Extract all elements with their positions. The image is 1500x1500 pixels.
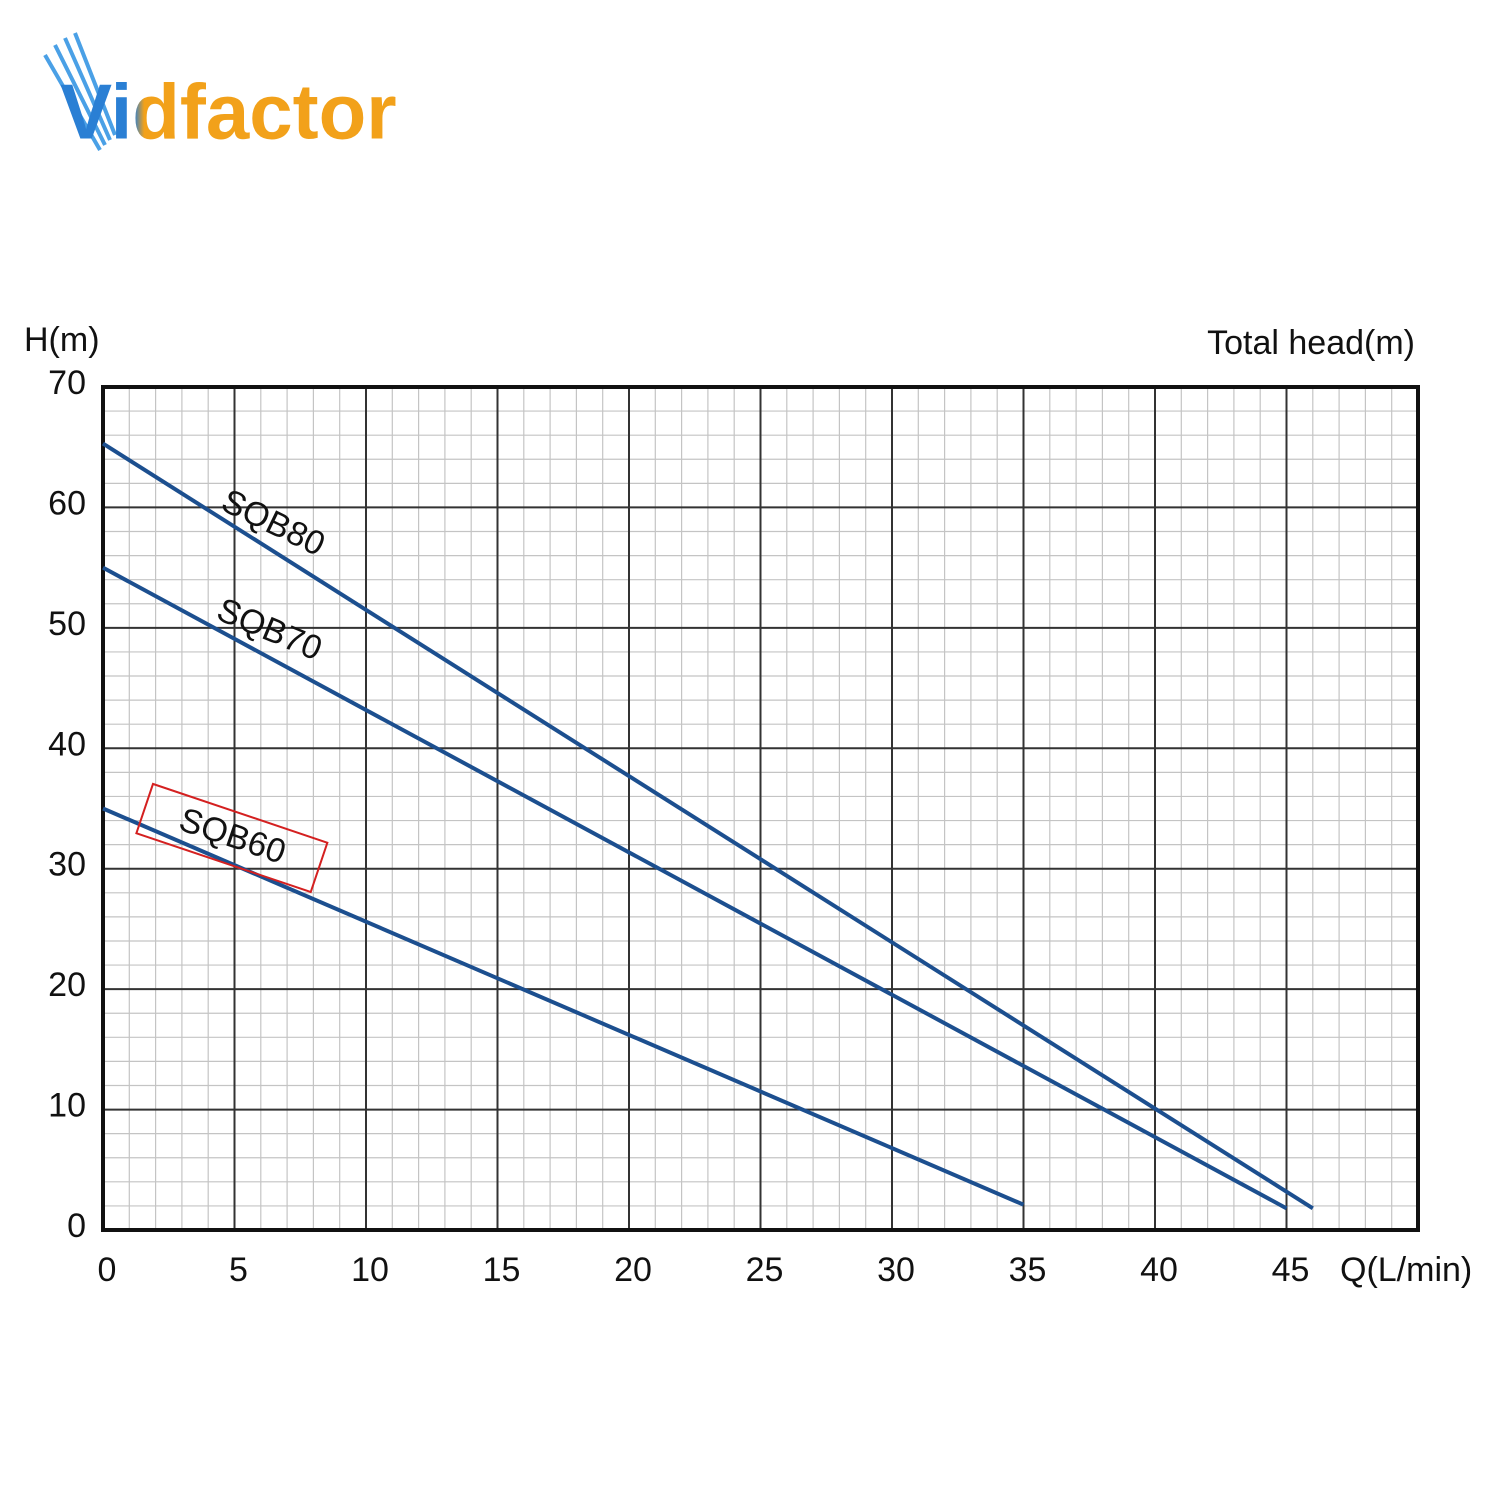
- y-tick-label: 30: [48, 846, 86, 884]
- x-tick-label: 5: [229, 1251, 248, 1289]
- x-tick-label: 40: [1140, 1251, 1178, 1289]
- y-tick-label: 60: [48, 484, 86, 522]
- x-tick-label: 45: [1272, 1251, 1310, 1289]
- y-tick-label: 0: [67, 1207, 86, 1245]
- y-tick-label: 70: [48, 364, 86, 402]
- x-tick-label: 0: [98, 1251, 117, 1289]
- y-axis-label: H(m): [24, 321, 100, 359]
- y-tick-label: 40: [48, 725, 86, 763]
- y-tick-label: 50: [48, 605, 86, 643]
- x-tick-label: 10: [351, 1251, 389, 1289]
- x-tick-label: 15: [483, 1251, 521, 1289]
- logo: Vidfactor: [60, 68, 397, 156]
- label-highlight: [135, 782, 329, 894]
- series-line: [101, 441, 1314, 1211]
- x-tick-label: 20: [614, 1251, 652, 1289]
- x-tick-label: 35: [1009, 1251, 1047, 1289]
- x-tick-label: 25: [746, 1251, 784, 1289]
- series-label-group: SQB60: [135, 782, 329, 894]
- logo-mark: [43, 32, 117, 152]
- y-tick-label: 20: [48, 966, 86, 1004]
- x-axis-label: Q(L/min): [1340, 1251, 1472, 1289]
- x-tick-label: 30: [877, 1251, 915, 1289]
- y-tick-label: 10: [48, 1087, 86, 1125]
- y-axis-title: Total head(m): [1207, 324, 1415, 362]
- series-line: [102, 565, 1288, 1211]
